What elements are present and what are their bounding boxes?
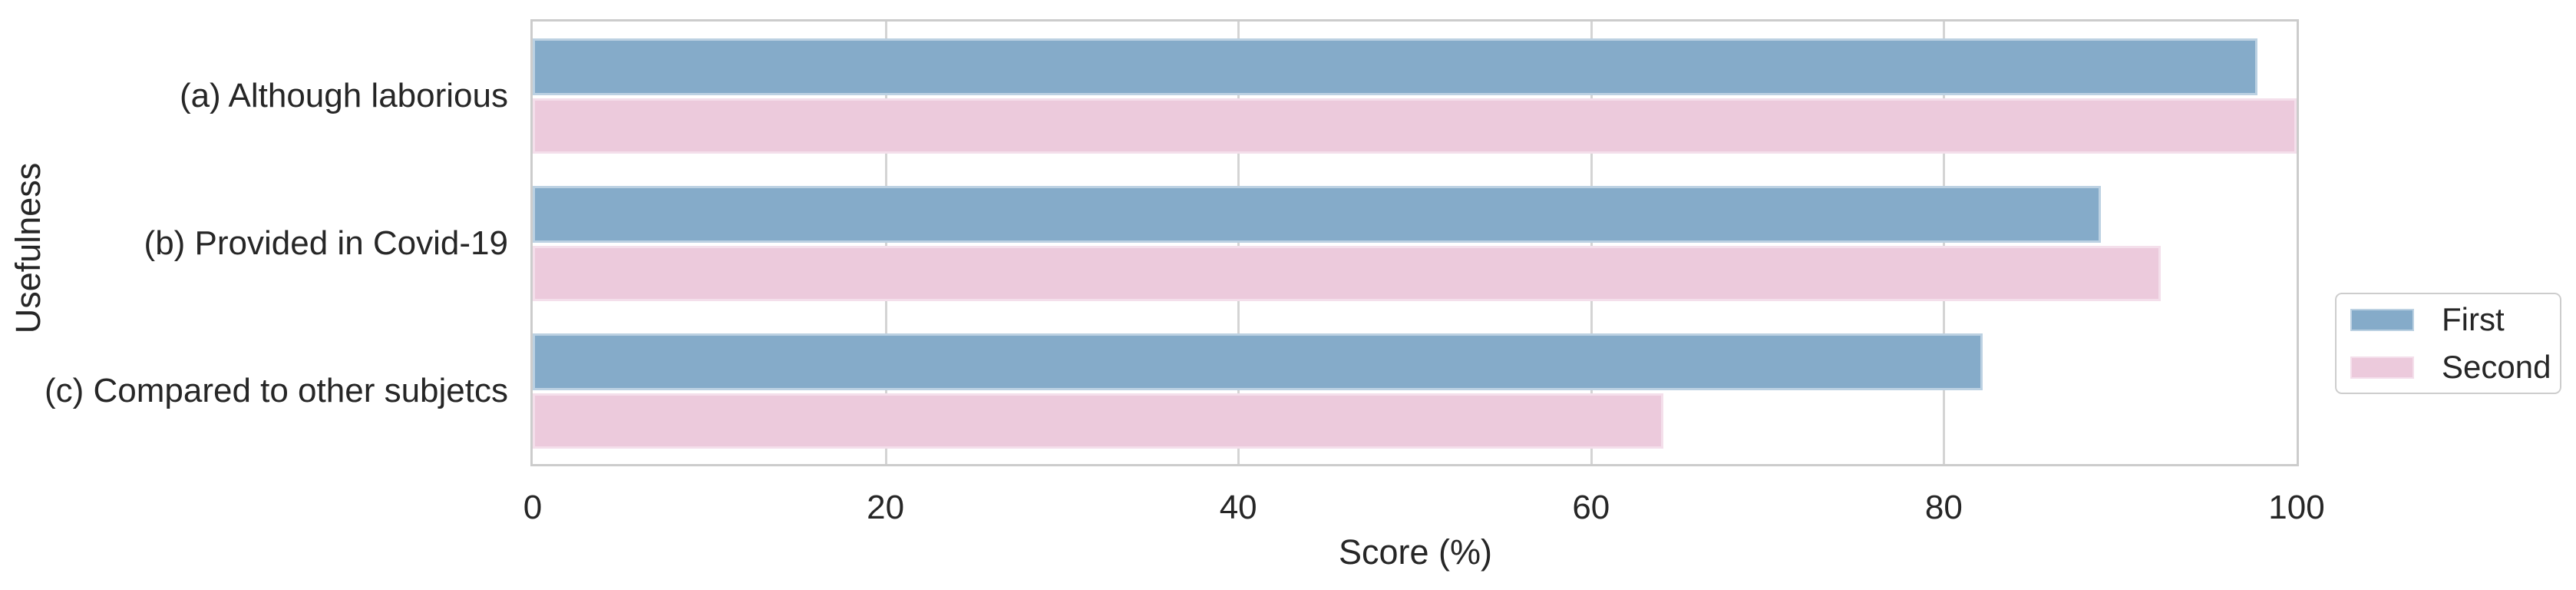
legend-label: First: [2442, 301, 2505, 337]
gridline: [1943, 22, 1946, 464]
x-tick-label: 0: [523, 489, 543, 526]
x-axis-label: Score (%): [1338, 532, 1493, 572]
bar-second-1: [533, 246, 2162, 301]
bar-second-2: [533, 393, 1664, 449]
legend-swatch-first: [2350, 308, 2414, 331]
x-tick-label: 20: [867, 489, 905, 526]
category-label: (c) Compared to other subjetcs: [44, 372, 508, 409]
legend-item: First: [2350, 301, 2560, 338]
category-label: (b) Provided in Covid-19: [144, 224, 508, 262]
x-tick-label: 100: [2268, 489, 2325, 526]
legend-item: Second: [2350, 349, 2560, 386]
x-axis-ticks: 0 20 40 60 80 100: [523, 489, 2325, 526]
x-tick-label: 80: [1924, 489, 1963, 526]
gridline: [884, 22, 887, 464]
plot-area: [530, 19, 2299, 466]
x-tick-label: 60: [1572, 489, 1610, 526]
legend-swatch-second: [2350, 356, 2414, 379]
x-tick-label: 40: [1219, 489, 1257, 526]
bar-first-2: [533, 333, 1983, 390]
legend-label: Second: [2442, 349, 2551, 385]
category-labels: (a) Although laborious (b) Provided in Co…: [0, 0, 508, 590]
bar-first-0: [533, 38, 2258, 95]
gridline: [1590, 22, 1593, 464]
gridline: [1237, 22, 1240, 464]
bar-first-1: [533, 186, 2101, 243]
legend: First Second: [2335, 293, 2561, 394]
category-label: (a) Although laborious: [179, 77, 508, 114]
bar-second-0: [533, 98, 2297, 154]
